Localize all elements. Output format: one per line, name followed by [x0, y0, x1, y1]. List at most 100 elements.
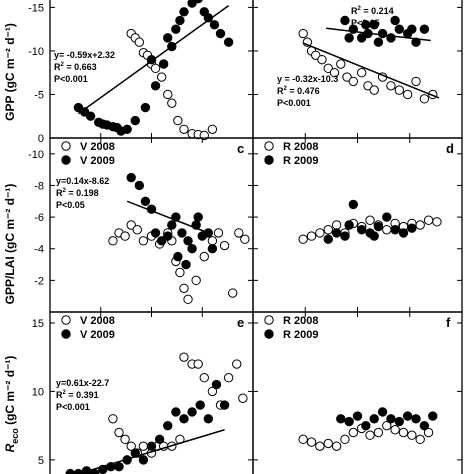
regression-annotation: R2 = 0.198: [56, 188, 99, 198]
data-point-open: [423, 427, 434, 438]
regression-annotation-r: R: [277, 86, 284, 96]
data-point-open: [382, 420, 392, 431]
data-point-open: [120, 434, 130, 445]
data-point-filled: [340, 231, 350, 241]
data-point-filled: [193, 212, 203, 222]
data-point-open: [132, 225, 142, 235]
regression-annotation-r: R: [56, 188, 63, 198]
regression-annotation: R2 = 0.476: [277, 86, 320, 96]
y-axis-label-mid: GPP/LAI (gC m⁻² d⁻¹): [3, 184, 17, 305]
data-point-filled: [377, 407, 388, 417]
data-point-open: [348, 427, 359, 438]
data-point-filled: [223, 37, 234, 47]
y-tick-label: 5: [38, 455, 44, 467]
data-point-filled: [386, 414, 396, 424]
regression-annotation-sup: 2: [63, 188, 67, 194]
data-point-open: [394, 85, 404, 95]
data-point-open: [329, 68, 340, 78]
data-point-open: [134, 37, 145, 47]
y-tick-label: -4: [34, 244, 44, 256]
data-point-filled: [207, 244, 218, 254]
data-point-open: [415, 434, 425, 445]
regression-annotation: P<0.05: [56, 200, 85, 210]
data-point-filled: [219, 400, 230, 410]
regression-annotation-r: R: [56, 390, 63, 400]
y-tick-label: 15: [32, 318, 44, 330]
data-point-open: [228, 288, 238, 298]
data-point-open: [323, 63, 333, 74]
data-point-filled: [209, 20, 220, 30]
data-point-filled: [331, 228, 342, 238]
data-point-open: [398, 427, 409, 438]
data-point-filled: [356, 33, 367, 43]
data-point-open: [363, 81, 373, 91]
data-point-filled: [171, 24, 181, 34]
data-point-open: [120, 231, 130, 241]
data-point-filled: [163, 231, 173, 241]
data-point-filled: [179, 7, 189, 17]
data-point-filled: [116, 126, 126, 136]
data-point-filled: [373, 37, 384, 47]
data-point-filled: [171, 407, 181, 417]
data-point-open: [415, 220, 425, 230]
data-point-filled: [369, 231, 379, 241]
data-point-open: [386, 81, 396, 91]
data-point-open: [173, 115, 183, 126]
legend-marker: [264, 329, 274, 339]
regression-annotation-top-sup: 2: [358, 6, 362, 12]
data-point-open: [298, 234, 308, 244]
data-point-filled: [130, 115, 140, 126]
data-point-filled: [138, 455, 149, 465]
data-point-filled: [361, 20, 371, 30]
data-point-open: [331, 441, 342, 451]
data-point-filled: [203, 414, 214, 424]
data-point-open: [199, 373, 209, 383]
data-point-open: [234, 228, 244, 238]
regression-annotation-rest: = 0.391: [66, 390, 99, 400]
data-point-filled: [140, 102, 151, 113]
legend-label: V 2008: [80, 141, 115, 153]
data-point-filled: [361, 420, 371, 431]
data-point-filled: [398, 228, 409, 238]
data-point-open: [114, 427, 124, 438]
data-point-open: [336, 59, 346, 69]
data-point-filled: [336, 414, 346, 424]
data-point-open: [317, 54, 327, 65]
regression-annotation-top-rest: = 0.214: [361, 6, 394, 16]
data-point-open: [315, 228, 325, 238]
data-point-open: [175, 267, 185, 278]
data-point-open: [411, 76, 421, 87]
data-point-open: [138, 441, 149, 451]
data-point-filled: [394, 416, 404, 427]
data-point-open: [163, 89, 173, 100]
legend-label: R 2008: [283, 141, 318, 153]
legend-marker: [61, 329, 71, 339]
data-point-open: [138, 236, 149, 246]
panel-label: f: [446, 315, 451, 330]
legend-marker: [264, 155, 274, 165]
panel-label: d: [446, 141, 454, 156]
data-point-open: [167, 98, 177, 108]
data-point-filled: [394, 24, 404, 34]
data-point-filled: [85, 111, 96, 121]
panel-label: c: [237, 141, 244, 156]
fit-line: [77, 5, 230, 115]
data-point-filled: [187, 407, 197, 417]
legend-label: R 2008: [283, 315, 318, 327]
legend-label: R 2009: [283, 155, 318, 167]
fit-line: [75, 429, 225, 474]
data-point-filled: [195, 400, 205, 410]
data-point-open: [238, 393, 248, 403]
data-point-open: [156, 72, 167, 82]
data-point-open: [382, 225, 392, 235]
data-point-open: [306, 437, 317, 447]
data-point-open: [213, 228, 224, 238]
data-point-filled: [356, 225, 367, 235]
data-point-open: [342, 72, 352, 82]
data-point-open: [126, 220, 136, 230]
panel-label: e: [237, 315, 244, 330]
panel-f: f R 2008 R 2009: [252, 311, 463, 474]
y-tick-label: -10: [28, 46, 44, 58]
data-point-open: [369, 85, 379, 95]
